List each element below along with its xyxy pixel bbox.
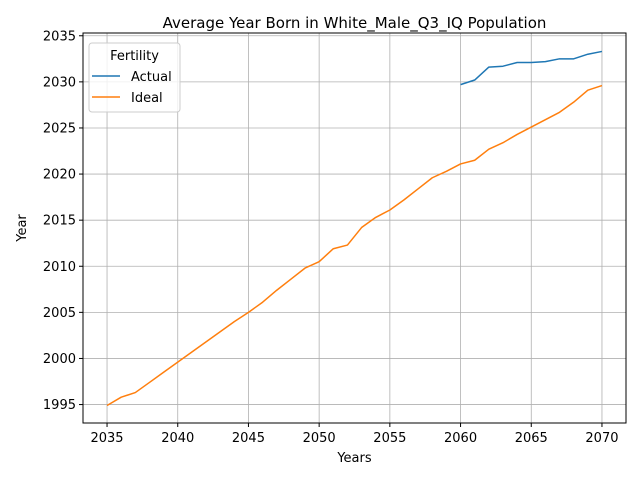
y-tick-label: 2010 [43,260,76,275]
series-line-actual [460,50,603,86]
x-tick-label: 2060 [444,431,477,446]
x-tick-label: 2040 [161,431,194,446]
x-tick-label: 2065 [515,431,548,446]
y-tick-label: 1995 [43,398,76,413]
legend: Fertility Actual Ideal [88,42,181,113]
y-tick-label: 2030 [43,75,76,90]
grid [83,33,626,423]
x-tick-label: 2045 [232,431,265,446]
y-tick-label: 2005 [43,306,76,321]
x-axis-ticks: 2035 2040 2045 2050 2055 2060 2065 2070 [90,423,619,446]
x-tick-label: 2050 [303,431,336,446]
y-tick-label: 2035 [43,29,76,44]
x-tick-label: 2035 [90,431,123,446]
plot-frame [82,32,627,424]
legend-label-actual: Actual [131,70,172,85]
chart-title: Average Year Born in White_Male_Q3_IQ Po… [163,14,547,33]
y-tick-label: 2000 [43,352,76,367]
legend-title: Fertility [110,49,159,64]
legend-label-ideal: Ideal [131,91,163,106]
series-lines [106,50,603,407]
x-tick-label: 2055 [373,431,406,446]
y-tick-label: 2015 [43,214,76,229]
x-axis-label: Years [336,451,372,466]
series-line-ideal [106,84,603,407]
y-tick-label: 2020 [43,168,76,183]
y-tick-label: 2025 [43,121,76,136]
y-axis-label: Year [15,214,30,243]
legend-box [88,42,181,113]
y-axis-ticks: 1995 2000 2005 2010 2015 2020 2025 2030 2035 [43,29,83,413]
x-tick-label: 2070 [585,431,618,446]
